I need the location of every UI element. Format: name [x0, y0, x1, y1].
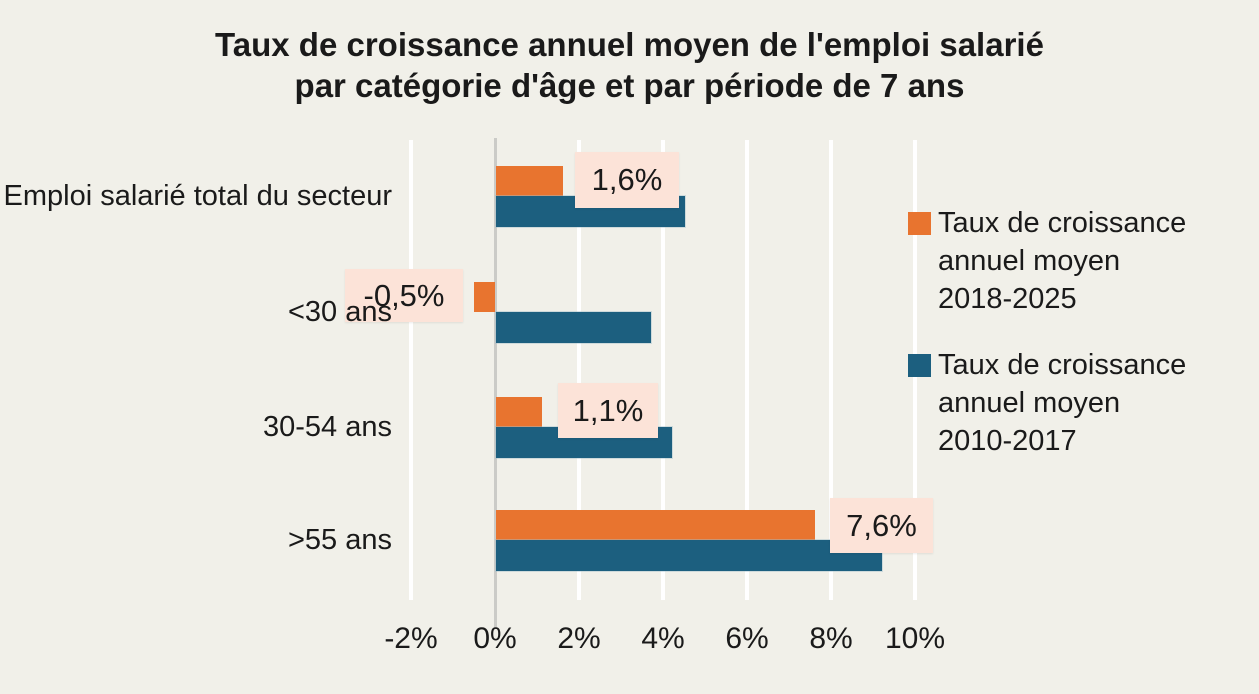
x-tick--2pct: -2% [384, 622, 438, 655]
bar-2010-2017-cat3 [496, 540, 883, 571]
chart-title-line2: par catégorie d'âge et par période de 7 … [294, 67, 965, 104]
data-label-cat1: -0,5% [345, 269, 463, 322]
legend-label-2010-2017: Taux de croissance annuel moyen 2010-201… [938, 349, 1187, 457]
bar-2018-2025-cat1 [474, 282, 495, 312]
legend-swatch-blue-icon [908, 354, 931, 377]
bar-2010-2017-cat1 [496, 312, 652, 343]
category-label-cat3: >55 ans [287, 524, 392, 556]
data-label-cat0: 1,6% [575, 152, 679, 208]
gridline-2pct [577, 140, 581, 600]
bar-2018-2025-cat3 [496, 510, 816, 540]
gridline--2pct [409, 140, 413, 600]
bar-2018-2025-cat0 [496, 166, 564, 196]
x-tick-2pct: 2% [557, 622, 601, 655]
category-label-cat0: Emploi salarié total du secteur [3, 180, 392, 212]
x-tick-6pct: 6% [725, 622, 769, 655]
legend-item-2010-2017: Taux de croissance annuel moyen 2010-201… [908, 346, 1256, 460]
category-label-cat1: <30 ans [287, 296, 392, 328]
chart-title-line1: Taux de croissance annuel moyen de l'emp… [215, 26, 1044, 63]
x-tick-0pct: 0% [473, 622, 517, 655]
data-label-cat3: 7,6% [830, 498, 933, 553]
gridline-4pct [661, 140, 665, 600]
legend-label-2018-2025: Taux de croissance annuel moyen 2018-202… [938, 207, 1187, 315]
legend-swatch-orange-icon [908, 212, 931, 235]
bar-2018-2025-cat2 [496, 397, 543, 427]
legend-item-2018-2025: Taux de croissance annuel moyen 2018-202… [908, 204, 1256, 318]
legend: Taux de croissance annuel moyen 2018-202… [908, 204, 1256, 488]
data-label-cat2: 1,1% [558, 383, 658, 438]
zero-axis-line [494, 138, 497, 628]
x-tick-8pct: 8% [809, 622, 853, 655]
x-tick-4pct: 4% [641, 622, 685, 655]
gridline-8pct [829, 140, 833, 600]
chart-title: Taux de croissance annuel moyen de l'emp… [0, 24, 1259, 106]
category-label-cat2: 30-54 ans [263, 411, 392, 443]
gridline-6pct [745, 140, 749, 600]
x-tick-10pct: 10% [884, 622, 946, 655]
